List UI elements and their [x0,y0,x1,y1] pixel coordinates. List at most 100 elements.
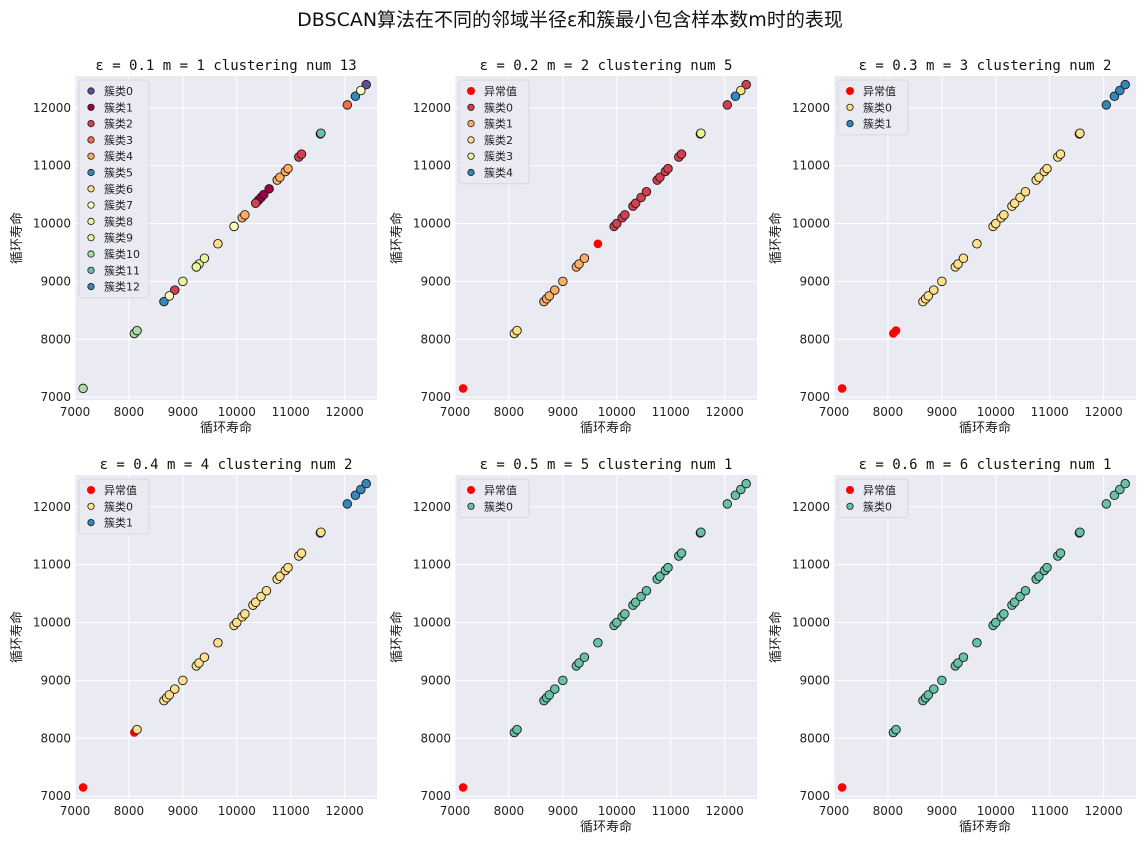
data-point [929,285,939,295]
legend-marker [87,185,95,193]
subplot-title: ε = 0.1 m = 1 clustering num 13 [95,58,356,74]
data-point [1015,192,1025,203]
data-point [736,85,746,96]
data-point [741,478,751,489]
legend-label: 簇类3 [104,133,133,147]
y-tick-label: 10000 [33,217,71,231]
data-point [736,484,746,495]
y-tick-label: 11000 [413,558,451,572]
data-point [199,253,210,263]
x-tick-label: 11000 [652,804,690,818]
data-point [256,591,266,602]
data-point [722,100,733,110]
y-tick-label: 9000 [40,673,71,687]
legend-box [458,79,530,185]
legend-label: 簇类4 [484,166,513,180]
data-point [958,253,969,263]
data-point [275,571,285,582]
legend-label: 簇类12 [104,280,140,294]
legend-box [837,478,909,518]
y-tick-label: 8000 [40,731,71,745]
legend-label: 异常值 [104,484,137,497]
figure-title: DBSCAN算法在不同的邻域半径ε和簇最小包含样本数m时的表现 [297,9,843,31]
data-point [350,91,361,101]
data-point [574,658,584,668]
x-tick-label: 12000 [1085,405,1123,419]
data-point [696,527,706,538]
legend-label: 簇类9 [104,231,133,245]
y-tick-label: 10000 [413,217,451,231]
data-point [512,325,522,336]
y-axis-label: 循环寿命 [389,212,405,264]
data-point [170,285,180,295]
data-point [655,571,665,582]
legend-label: 簇类4 [104,149,133,163]
legend-label: 簇类0 [863,499,892,513]
legend-marker [87,103,95,111]
legend-box [458,478,530,518]
data-point [730,490,741,501]
data-point [191,262,202,272]
data-point [342,100,353,110]
plot-area [834,475,1136,799]
data-point [78,383,88,394]
data-point [164,690,175,700]
data-point [240,210,250,220]
y-tick-label: 11000 [792,558,830,572]
data-point [741,79,751,90]
data-point [250,597,261,608]
legend-marker [467,103,475,111]
x-tick-label: 11000 [272,405,310,419]
data-point [213,239,223,249]
data-point [229,221,239,232]
legend-label: 簇类0 [484,499,513,513]
y-tick-label: 8000 [799,731,830,745]
data-point [891,724,901,735]
data-point [164,291,175,301]
y-tick-label: 12000 [792,500,830,514]
data-point [663,562,673,573]
data-point [636,591,646,602]
data-point [170,684,180,694]
legend-label: 簇类0 [104,499,133,513]
data-point [316,128,326,139]
data-point [1109,490,1120,501]
legend-label: 簇类0 [484,100,513,114]
legend-marker [467,168,475,177]
legend-label: 簇类11 [104,263,140,277]
y-tick-label: 11000 [792,159,830,173]
legend-marker [87,518,95,527]
y-tick-label: 7000 [40,390,71,404]
legend-marker [846,486,854,494]
data-point [1101,100,1112,110]
data-point [641,186,652,197]
x-tick-label: 10000 [218,804,256,818]
legend-label: 异常值 [484,484,517,497]
data-point [1115,85,1125,96]
y-tick-label: 9000 [40,274,71,288]
x-axis-label: 循环寿命 [959,420,1011,436]
subplot-0: 7000 8000 9000 10000 11000 12000 7000 8000 9000 1… [9,58,377,436]
y-tick-label: 9000 [799,673,830,687]
legend-marker [87,168,95,177]
x-tick-label: 10000 [977,804,1015,818]
legend-marker [87,87,95,95]
data-point [612,617,622,628]
legend-label: 簇类0 [863,100,892,114]
y-axis-label: 循环寿命 [768,212,784,264]
y-tick-label: 8000 [420,332,451,346]
y-tick-label: 9000 [420,274,451,288]
data-point [1042,562,1052,573]
data-point [544,690,555,700]
x-tick-label: 7000 [819,405,850,419]
x-tick-label: 7000 [440,405,471,419]
y-tick-label: 8000 [799,332,830,346]
y-tick-label: 7000 [799,390,830,404]
x-tick-label: 8000 [494,405,525,419]
subplot-5: 7000 8000 9000 10000 11000 12000 7000 8000 9000 1… [768,457,1136,835]
legend-marker [87,120,95,128]
y-tick-label: 11000 [413,159,451,173]
data-point [999,210,1009,220]
data-point [199,652,210,663]
